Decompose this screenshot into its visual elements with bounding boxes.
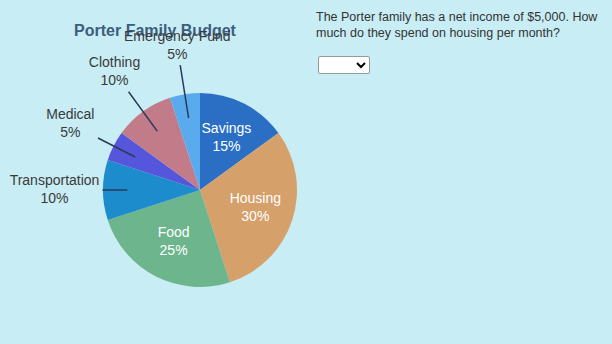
value-label: 5%	[167, 46, 187, 62]
slice-label: Emergency Fund 5%	[124, 28, 231, 62]
pie	[103, 93, 297, 287]
leader-line	[180, 65, 188, 118]
leader-line	[103, 189, 128, 191]
category-label: Savings	[202, 120, 252, 136]
value-label: 5%	[60, 124, 80, 140]
value-label: 10%	[100, 72, 128, 88]
slice	[170, 93, 200, 190]
labels: Savings 15% Housing 30% Food 25% Transportatio…	[10, 28, 281, 258]
category-label: Emergency Fund	[124, 28, 231, 44]
slice-label: Food 25%	[158, 224, 190, 258]
value-label: 25%	[160, 242, 188, 258]
slice-label: Clothing 10%	[89, 54, 140, 88]
category-label: Transportation	[10, 172, 100, 188]
category-label: Clothing	[89, 54, 140, 70]
slice-label: Transportation 10%	[10, 172, 100, 206]
chart: Porter Family BudgetThe Porter family ha…	[0, 0, 612, 344]
value-label: 15%	[212, 138, 240, 154]
question-line: The Porter family has a net income of $5…	[316, 10, 598, 24]
slice-label: Medical 5%	[46, 106, 94, 140]
slice-label: Savings 15%	[202, 120, 252, 154]
question-line: much do they spend on housing per month?	[316, 26, 560, 40]
answer-dropdown[interactable]	[318, 56, 370, 74]
category-label: Food	[158, 224, 190, 240]
category-label: Housing	[230, 190, 281, 206]
leader-line	[98, 138, 135, 157]
value-label: 10%	[40, 190, 68, 206]
slice-label: Housing 30%	[230, 190, 281, 224]
category-label: Medical	[46, 106, 94, 122]
value-label: 30%	[241, 208, 269, 224]
question: The Porter family has a net income of $5…	[316, 10, 598, 40]
leader-line	[129, 92, 158, 131]
